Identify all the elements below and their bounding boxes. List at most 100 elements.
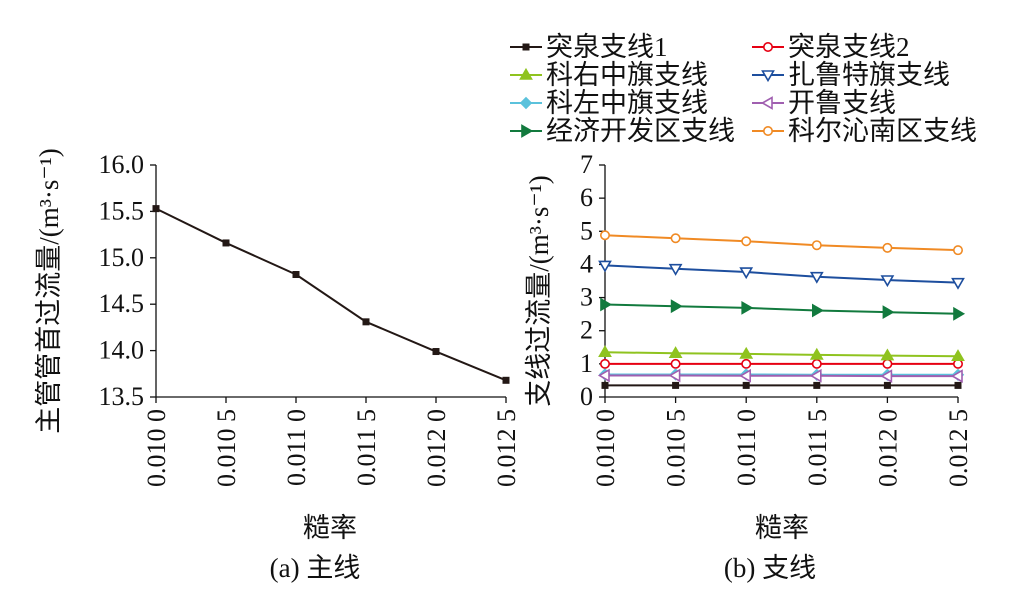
data-point (668, 346, 683, 359)
data-point (811, 358, 822, 369)
legend-label: 突泉支线2 (788, 32, 910, 62)
series-line (604, 264, 959, 284)
series-line (604, 351, 959, 358)
data-point (739, 267, 754, 280)
panel-caption: (a) 主线 (270, 553, 361, 583)
series-line (155, 207, 507, 382)
y-tick-label: 15.0 (99, 243, 145, 272)
data-point (809, 271, 824, 284)
x-tick-label: 0.012 5 (492, 409, 521, 487)
data-point (880, 275, 895, 288)
data-point (668, 263, 683, 276)
data-point (739, 368, 752, 383)
data-point (950, 369, 963, 384)
x-axis-label: 糙率 (303, 513, 357, 543)
legend-marker (519, 96, 533, 110)
y-axis-label: 支线过流量/(m³·s⁻¹) (524, 175, 554, 406)
data-point (809, 347, 824, 360)
series-1 (599, 358, 963, 369)
y-tick-label: 6 (580, 183, 593, 212)
data-point (362, 318, 370, 326)
panel-caption: (b) 支线 (724, 553, 816, 583)
chart-panel-a: 13.5 14.0 14.5 15.0 15.5 16.0 0.010 0 0.010 5 0.… (34, 148, 521, 583)
x-tick-label: 0.011 5 (803, 409, 832, 486)
data-point (741, 236, 752, 247)
data-point (222, 239, 230, 247)
y-tick-label: 0 (580, 382, 593, 411)
chart-panel-b: 0 1 2 3 4 5 6 7 0.010 0 0.010 5 0.011 0 0.011 5 0.01… (510, 32, 977, 583)
legend-marker (762, 126, 773, 137)
x-tick-label: 0.011 0 (282, 409, 311, 486)
series-line (604, 303, 959, 315)
legend-marker (521, 124, 534, 138)
series-line (605, 374, 958, 378)
legend-label: 科右中旗支线 (546, 60, 708, 90)
series-0 (152, 205, 510, 384)
x-axis-label: 糙率 (755, 513, 809, 543)
data-point (742, 381, 750, 389)
data-point (597, 368, 610, 383)
legend-item: 经济开发区支线 (510, 116, 735, 146)
y-tick-label: 4 (580, 249, 593, 278)
data-point (741, 358, 752, 369)
data-point (599, 358, 610, 369)
y-tick-label: 7 (580, 150, 593, 179)
data-point (292, 271, 300, 279)
data-point (882, 358, 893, 369)
data-point (880, 369, 893, 384)
data-point (670, 233, 681, 244)
y-tick-label: 5 (580, 216, 593, 245)
data-point (672, 381, 680, 389)
series-5 (597, 368, 963, 384)
data-point (882, 305, 895, 320)
data-point (670, 358, 681, 369)
x-tick-label: 0.010 5 (662, 409, 691, 487)
legend-label: 开鲁支线 (788, 88, 896, 118)
legend-marker (762, 41, 773, 52)
series-2 (598, 345, 965, 362)
legend-label: 科尔沁南区支线 (788, 116, 977, 146)
data-point (813, 381, 821, 389)
y-tick-label: 13.5 (99, 382, 145, 411)
data-point (432, 348, 440, 356)
data-point (599, 230, 610, 241)
legend-label: 经济开发区支线 (546, 116, 735, 146)
data-point (883, 381, 891, 389)
data-point (600, 297, 613, 312)
legend-item: 科左中旗支线 (510, 88, 708, 118)
legend-marker (760, 96, 773, 110)
legend-label: 科左中旗支线 (546, 88, 708, 118)
data-point (739, 346, 754, 359)
data-point (951, 277, 965, 290)
data-point (668, 368, 681, 383)
data-point (811, 240, 822, 251)
series-7 (599, 230, 963, 256)
y-tick-label: 2 (580, 316, 593, 345)
data-point (952, 245, 963, 256)
x-tick-label: 0.010 0 (142, 409, 171, 487)
legend-marker (761, 70, 775, 83)
data-point (741, 300, 754, 315)
legend-item: 科尔沁南区支线 (752, 116, 977, 146)
data-point (811, 303, 824, 318)
data-point (601, 381, 609, 389)
legend-marker (522, 43, 530, 51)
data-point (152, 205, 160, 213)
x-tick-label: 0.010 0 (591, 409, 620, 487)
data-point (598, 345, 612, 358)
data-point (598, 260, 612, 273)
data-point (953, 306, 966, 321)
x-tick-label: 0.011 5 (352, 409, 381, 486)
x-tick-label: 0.010 5 (212, 409, 241, 487)
data-point (951, 349, 965, 362)
x-tick-label: 0.012 5 (944, 409, 973, 487)
data-point (882, 242, 893, 253)
y-tick-label: 14.5 (99, 289, 145, 318)
y-tick-label: 15.5 (99, 196, 145, 225)
legend-item: 突泉支线2 (752, 32, 910, 62)
legend-label: 扎鲁特旗支线 (788, 60, 950, 90)
legend-item: 扎鲁特旗支线 (752, 60, 950, 90)
data-point (809, 368, 822, 383)
